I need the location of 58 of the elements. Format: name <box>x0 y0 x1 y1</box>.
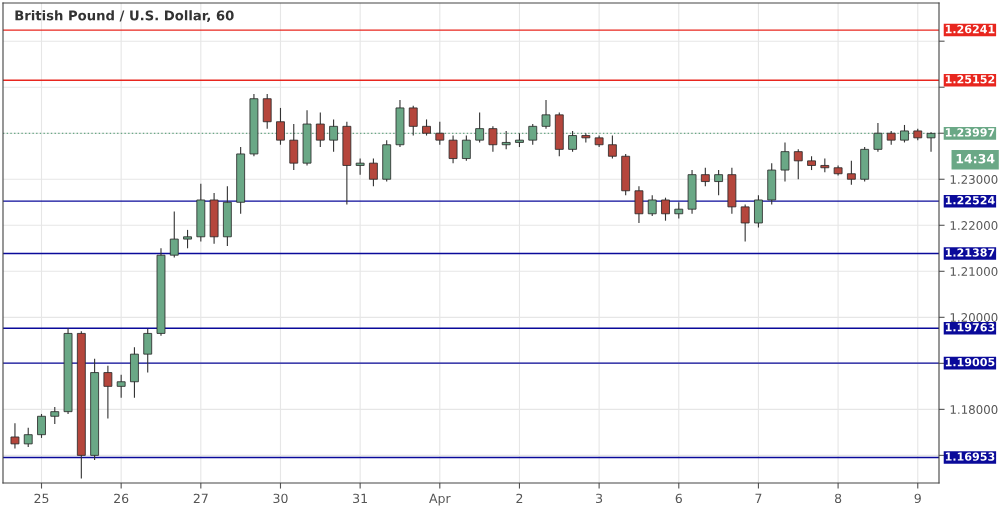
candlestick <box>647 194 657 217</box>
candlestick <box>541 99 551 130</box>
candlestick <box>714 169 724 196</box>
candlestick <box>116 374 126 399</box>
candlestick <box>661 197 670 222</box>
ref-line-label: 1.19005 <box>945 357 995 367</box>
ref-line-label: 1.21387 <box>945 248 995 257</box>
y-tick-label: 1.21000 <box>950 267 998 276</box>
chart-title: British Pound / U.S. Dollar, 60 <box>15 10 234 23</box>
candlestick <box>607 134 617 160</box>
candlestick <box>793 148 803 180</box>
ref-line-label: 1.19763 <box>945 323 995 332</box>
candlestick <box>634 185 644 224</box>
candlestick <box>700 167 710 187</box>
candlestick <box>143 328 153 374</box>
y-tick-label: 1.18000 <box>950 405 998 415</box>
candlestick <box>780 141 790 183</box>
candlestick <box>740 204 750 242</box>
candlestick <box>315 111 325 148</box>
x-tick-label: 9 <box>914 493 921 504</box>
candlestick <box>37 413 46 439</box>
ref-line-label: 1.26241 <box>945 24 995 34</box>
x-tick-label: Apr <box>429 493 451 506</box>
ref-line-label: 1.16953 <box>945 452 995 461</box>
candlestick <box>103 365 113 420</box>
x-tick-label: 26 <box>114 493 129 504</box>
ref-line-label: 1.22524 <box>945 195 995 205</box>
candlestick <box>23 427 33 448</box>
x-tick-label: 25 <box>34 493 49 504</box>
y-tick-label: 1.22000 <box>950 221 998 230</box>
candlestick <box>355 157 365 176</box>
candlestick <box>262 93 272 130</box>
candlestick <box>846 160 856 186</box>
candlestick <box>754 194 763 229</box>
text: 14:34 <box>956 153 995 164</box>
y-tick-label: 1.20000 <box>950 313 998 322</box>
candlestick <box>289 123 299 171</box>
candlestick <box>276 107 285 146</box>
x-tick-label: 2 <box>516 493 523 503</box>
candlestick <box>169 210 179 259</box>
candlestick <box>461 134 471 162</box>
x-tick-label: 31 <box>353 493 367 504</box>
candlestick <box>435 121 445 146</box>
candlestick <box>408 105 418 137</box>
candlestick <box>488 125 498 153</box>
x-tick-label: 30 <box>273 493 288 504</box>
x-tick-label: 6 <box>675 493 682 504</box>
x-tick-label: 27 <box>193 493 208 503</box>
ref-line-label: 1.23997 <box>945 128 995 137</box>
candlestick <box>369 157 378 187</box>
x-tick-label: 8 <box>834 493 842 504</box>
candlestick <box>10 422 20 450</box>
x-tick-label: 3 <box>596 493 603 504</box>
ref-line-label: 1.25152 <box>945 75 995 84</box>
x-tick-label: 7 <box>755 493 762 503</box>
candlestick <box>183 229 192 249</box>
candlestick <box>448 134 458 164</box>
y-tick-label: 1.23000 <box>950 174 998 184</box>
